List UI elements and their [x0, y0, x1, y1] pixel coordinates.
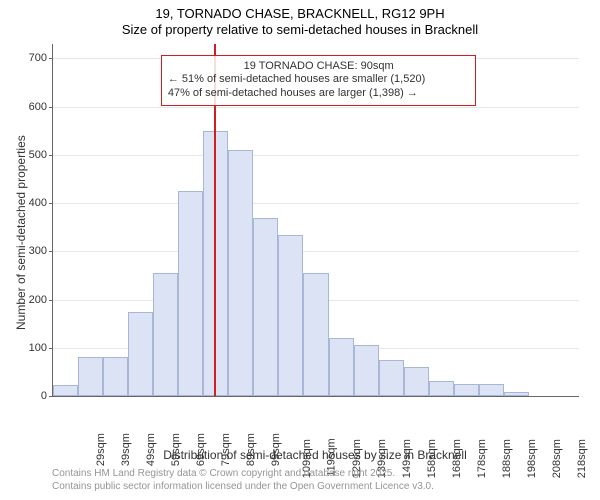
- x-axis-label: Distribution of semi-detached houses by …: [52, 448, 578, 462]
- chart-subtitle: Size of property relative to semi-detach…: [0, 22, 600, 41]
- histogram-bar: [103, 357, 128, 396]
- annotation-line: ← 51% of semi-detached houses are smalle…: [168, 73, 470, 87]
- annotation-line: 19 TORNADO CHASE: 90sqm: [168, 60, 470, 74]
- y-tick-label: 200: [29, 294, 53, 306]
- y-tick-label: 400: [29, 197, 53, 209]
- histogram-bar: [329, 338, 354, 396]
- histogram-bar: [404, 367, 429, 396]
- histogram-bar: [303, 273, 328, 396]
- histogram-bar: [228, 150, 253, 396]
- y-tick-label: 0: [41, 390, 53, 402]
- histogram-bar: [53, 385, 78, 396]
- histogram-bar: [178, 191, 203, 396]
- gridline: [53, 107, 579, 108]
- histogram-bar: [504, 392, 529, 396]
- footer-attribution: Contains HM Land Registry data © Crown c…: [52, 468, 434, 493]
- gridline: [53, 155, 579, 156]
- histogram-bar: [253, 218, 278, 396]
- histogram-bar: [128, 312, 153, 396]
- x-tick-label: 218sqm: [577, 439, 589, 478]
- histogram-bar: [429, 381, 454, 396]
- gridline: [53, 203, 579, 204]
- annotation-line: 47% of semi-detached houses are larger (…: [168, 87, 470, 101]
- y-tick-label: 600: [29, 101, 53, 113]
- y-tick-label: 100: [29, 342, 53, 354]
- histogram-bar: [479, 384, 504, 396]
- histogram-bar: [78, 357, 103, 396]
- gridline: [53, 251, 579, 252]
- annotation-box: 19 TORNADO CHASE: 90sqm← 51% of semi-det…: [161, 55, 477, 106]
- y-tick-label: 700: [29, 52, 53, 64]
- histogram-bar: [153, 273, 178, 396]
- histogram-bar: [278, 235, 303, 396]
- histogram-bar: [354, 345, 379, 396]
- histogram-bar: [454, 384, 479, 396]
- y-tick-label: 300: [29, 245, 53, 257]
- y-axis-label: Number of semi-detached properties: [14, 135, 28, 330]
- footer-line-1: Contains HM Land Registry data © Crown c…: [52, 468, 434, 481]
- chart-title: 19, TORNADO CHASE, BRACKNELL, RG12 9PH: [0, 0, 600, 22]
- histogram-bar: [379, 360, 404, 396]
- y-tick-label: 500: [29, 149, 53, 161]
- plot-area: 010020030040050060070019 TORNADO CHASE: …: [52, 44, 579, 397]
- footer-line-2: Contains public sector information licen…: [52, 481, 434, 494]
